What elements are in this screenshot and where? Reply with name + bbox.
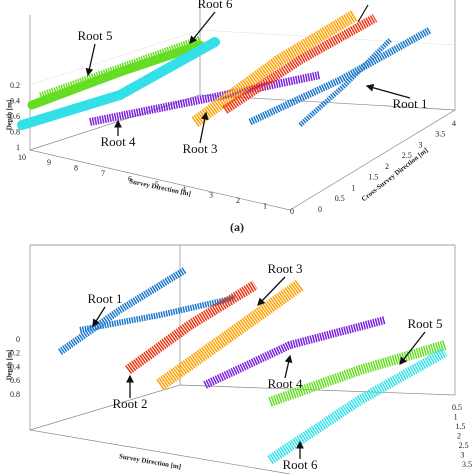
depth-tick-label: 0.4 (10, 362, 20, 371)
cross-tick-label: 3 (460, 450, 464, 459)
root-label: Root 3 (267, 261, 302, 276)
arrow (92, 306, 106, 328)
cross-tick-label: 2 (385, 162, 389, 171)
depth-tick-label: 0.8 (10, 127, 20, 136)
depth-tick-label: 1 (16, 143, 20, 152)
root-cloud (39, 35, 201, 98)
cross-tick-label: 0 (318, 205, 322, 214)
cross-tick-label: 4 (452, 119, 456, 128)
root-label: Root 1 (392, 96, 427, 111)
arrow (189, 11, 216, 45)
root-cloud (191, 9, 359, 127)
arrow (284, 354, 293, 379)
root-label: Root 4 (267, 376, 303, 391)
depth-axis-title: Depth [m] (6, 100, 14, 131)
arrow (357, 4, 369, 23)
survey-tick-label: 8 (74, 164, 78, 173)
arrow (85, 43, 96, 77)
cross-tick-label: 2.5 (459, 441, 469, 450)
root-clouds (17, 4, 448, 465)
panel-label: (a) (230, 220, 244, 234)
cross-tick-label: 3 (419, 140, 423, 149)
cross-tick-label: 3.5 (435, 130, 445, 139)
cross-tick-label: 3.5 (462, 460, 472, 469)
root-cloud (268, 340, 447, 407)
cross-tick-label: 1 (454, 412, 458, 421)
root-cloud (298, 38, 392, 127)
root-label: Root 5 (407, 316, 442, 331)
arrow (257, 276, 286, 306)
depth-tick-label: 0.8 (10, 390, 20, 399)
cross-tick-label: 1 (352, 183, 356, 192)
depth-tick-label: 0.6 (10, 376, 20, 385)
root-cloud (248, 26, 432, 126)
root-cloud (125, 280, 258, 375)
cross-tick-label: 1.5 (368, 173, 378, 182)
depth-tick-label: 0.2 (10, 81, 20, 90)
survey-tick-label: 10 (18, 153, 26, 162)
depth-tick-label: 0.4 (10, 96, 20, 105)
root-cloud (203, 316, 387, 389)
survey-tick-label: 0 (290, 207, 294, 216)
survey-tick-label: 6 (128, 174, 132, 183)
root-cloud (89, 71, 321, 126)
root-cloud (156, 279, 304, 391)
root-cloud (27, 40, 205, 110)
survey-tick-label: 2 (236, 196, 240, 205)
survey-tick-label: 3 (209, 191, 213, 200)
depth-axis-title: Depth [m] (6, 350, 14, 381)
survey-tick-label: 5 (155, 180, 159, 189)
root-cloud (57, 267, 187, 355)
depth-tick-label: 0.6 (10, 112, 20, 121)
root-label: Root 2 (112, 396, 147, 411)
survey-axis-title: Survey Direction [m] (118, 452, 181, 471)
cross-tick-label: 2 (457, 431, 461, 440)
root-cloud (222, 14, 378, 114)
cross-tick-label: 0.5 (452, 403, 462, 412)
root-label: Root 3 (182, 141, 217, 156)
survey-tick-label: 7 (101, 169, 105, 178)
arrow (199, 111, 209, 144)
root-cloud (79, 295, 236, 333)
root-label: Root 5 (77, 28, 112, 43)
cross-tick-label: 0.5 (335, 194, 345, 203)
survey-tick-label: 9 (47, 158, 51, 167)
cross-tick-label: 1.5 (455, 422, 465, 431)
root-cloud (267, 347, 448, 465)
survey-tick-label: 1 (263, 201, 267, 210)
root-label: Root 6 (282, 457, 318, 472)
arrow (399, 331, 426, 366)
survey-tick-label: 4 (182, 185, 186, 194)
root-cloud (17, 37, 220, 130)
root-label: Root 1 (87, 291, 122, 306)
arrow (365, 83, 411, 99)
depth-tick-label: 0 (16, 335, 20, 344)
root-label: Root 6 (197, 0, 233, 11)
depth-tick-label: 0.2 (10, 349, 20, 358)
root-label: Root 4 (100, 134, 136, 149)
cross-tick-label: 2.5 (402, 151, 412, 160)
